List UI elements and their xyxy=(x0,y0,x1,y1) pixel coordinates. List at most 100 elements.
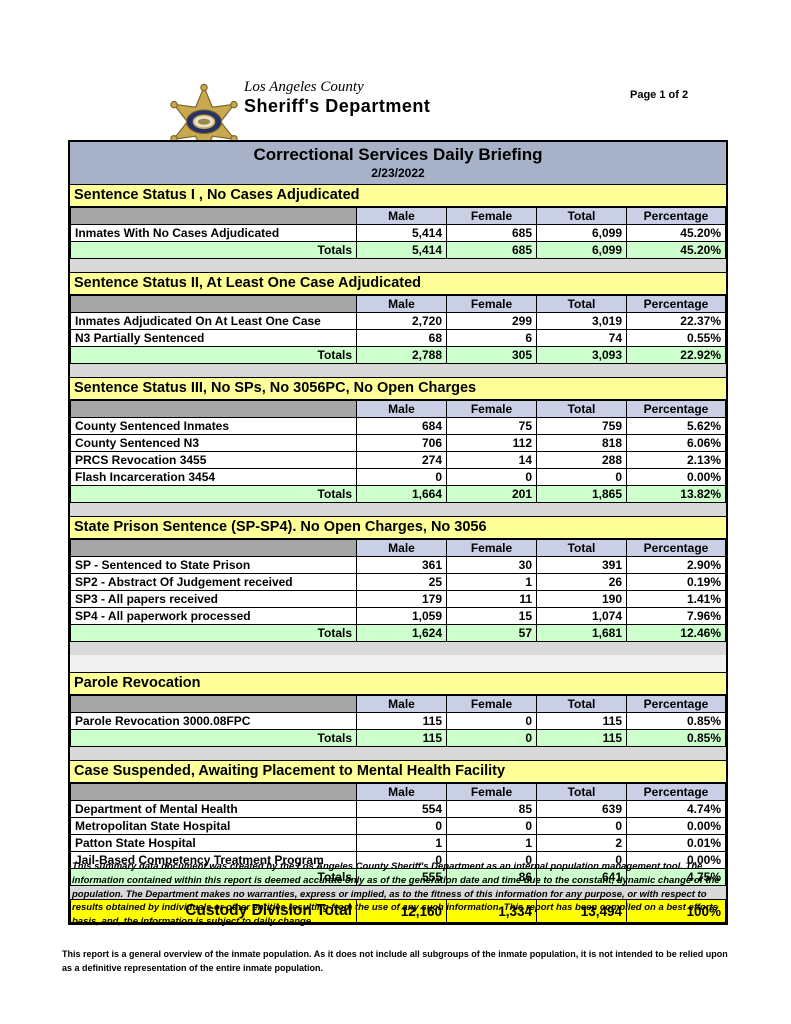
cell-female: 685 xyxy=(446,224,537,242)
column-header-row: Male Female Total Percentage xyxy=(70,783,726,801)
cell-female: 75 xyxy=(446,417,537,435)
column-header-female: Female xyxy=(446,295,537,313)
cell-female: 11 xyxy=(446,590,537,608)
column-header-row: Male Female Total Percentage xyxy=(70,400,726,418)
column-header-percentage: Percentage xyxy=(626,539,726,557)
column-header-percentage: Percentage xyxy=(626,783,726,801)
cell-female: 85 xyxy=(446,800,537,818)
column-header-female: Female xyxy=(446,783,537,801)
page-header: Los Angeles County Sheriff's Department … xyxy=(0,0,791,163)
cell-percentage: 1.41% xyxy=(626,590,726,608)
cell-percentage: 6.06% xyxy=(626,434,726,452)
totals-row: Totals 5,414 685 6,099 45.20% xyxy=(70,241,726,259)
report-title: Correctional Services Daily Briefing xyxy=(253,145,543,164)
cell-male: 115 xyxy=(356,712,447,730)
cell-percentage: 0.01% xyxy=(626,834,726,852)
totals-label: Totals xyxy=(70,624,357,642)
cell-male: 1 xyxy=(356,834,447,852)
table-row: SP - Sentenced to State Prison 361 30 39… xyxy=(70,556,726,574)
column-header-total: Total xyxy=(536,400,627,418)
table-row: Metropolitan State Hospital 0 0 0 0.00% xyxy=(70,817,726,835)
totals-total: 6,099 xyxy=(536,241,627,259)
agency-name: Los Angeles County Sheriff's Department xyxy=(244,79,431,116)
blank-header-cell xyxy=(70,783,357,801)
totals-male: 2,788 xyxy=(356,346,447,364)
cell-total: 115 xyxy=(536,712,627,730)
column-header-total: Total xyxy=(536,695,627,713)
row-label: County Sentenced N3 xyxy=(70,434,357,452)
row-label: County Sentenced Inmates xyxy=(70,417,357,435)
section-divider xyxy=(70,642,726,655)
totals-female: 201 xyxy=(446,485,537,503)
row-label: SP - Sentenced to State Prison xyxy=(70,556,357,574)
totals-total: 641 xyxy=(536,868,627,886)
cell-total: 3,019 xyxy=(536,312,627,330)
cell-percentage: 7.96% xyxy=(626,607,726,625)
cell-male: 1,059 xyxy=(356,607,447,625)
cell-percentage: 2.90% xyxy=(626,556,726,574)
totals-percentage: 12.46% xyxy=(626,624,726,642)
cell-total: 1,074 xyxy=(536,607,627,625)
blank-header-cell xyxy=(70,539,357,557)
column-header-percentage: Percentage xyxy=(626,695,726,713)
row-label: Metropolitan State Hospital xyxy=(70,817,357,835)
cell-percentage: 0.85% xyxy=(626,712,726,730)
section-divider xyxy=(70,886,726,899)
grand-total-male: 12,160 xyxy=(356,899,447,923)
totals-label: Totals xyxy=(70,241,357,259)
row-label: Flash Incarceration 3454 xyxy=(70,468,357,486)
column-header-row: Male Female Total Percentage xyxy=(70,695,726,713)
cell-male: 361 xyxy=(356,556,447,574)
column-header-total: Total xyxy=(536,783,627,801)
cell-percentage: 4.74% xyxy=(626,800,726,818)
table-row: Department of Mental Health 554 85 639 4… xyxy=(70,800,726,818)
cell-female: 0 xyxy=(446,851,537,869)
table-row: SP2 - Abstract Of Judgement received 25 … xyxy=(70,573,726,591)
grand-total-female: 1,334 xyxy=(446,899,537,923)
cell-male: 2,720 xyxy=(356,312,447,330)
totals-female: 57 xyxy=(446,624,537,642)
section-title-sentence-status-2: Sentence Status II, At Least One Case Ad… xyxy=(70,273,726,295)
agency-department-label: Sheriff's Department xyxy=(244,95,431,116)
cell-female: 14 xyxy=(446,451,537,469)
cell-male: 5,414 xyxy=(356,224,447,242)
cell-percentage: 45.20% xyxy=(626,224,726,242)
agency-county-label: Los Angeles County xyxy=(244,79,364,95)
overview-footnote: This report is a general overview of the… xyxy=(62,949,728,973)
cell-total: 0 xyxy=(536,468,627,486)
totals-percentage: 13.82% xyxy=(626,485,726,503)
table-row: County Sentenced N3 706 112 818 6.06% xyxy=(70,434,726,452)
cell-total: 818 xyxy=(536,434,627,452)
table-row: Parole Revocation 3000.08FPC 115 0 115 0… xyxy=(70,712,726,730)
disclaimer-footnote: This summary data document was created b… xyxy=(72,861,720,928)
table-row: Jail-Based Competency Treatment Program … xyxy=(70,851,726,869)
row-label: SP4 - All paperwork processed xyxy=(70,607,357,625)
totals-percentage: 4.75% xyxy=(626,868,726,886)
cell-total: 2 xyxy=(536,834,627,852)
cell-male: 554 xyxy=(356,800,447,818)
column-header-row: Male Female Total Percentage xyxy=(70,295,726,313)
cell-male: 0 xyxy=(356,468,447,486)
section-divider xyxy=(70,747,726,761)
row-label: Parole Revocation 3000.08FPC xyxy=(70,712,357,730)
table-row: Flash Incarceration 3454 0 0 0 0.00% xyxy=(70,468,726,486)
section-divider xyxy=(70,503,726,517)
row-label: Jail-Based Competency Treatment Program xyxy=(70,851,357,869)
totals-total: 115 xyxy=(536,729,627,747)
blank-header-cell xyxy=(70,695,357,713)
cell-female: 15 xyxy=(446,607,537,625)
totals-label: Totals xyxy=(70,346,357,364)
totals-male: 115 xyxy=(356,729,447,747)
totals-male: 1,664 xyxy=(356,485,447,503)
totals-total: 1,681 xyxy=(536,624,627,642)
column-header-total: Total xyxy=(536,539,627,557)
cell-total: 391 xyxy=(536,556,627,574)
row-label: SP2 - Abstract Of Judgement received xyxy=(70,573,357,591)
table-row: Patton State Hospital 1 1 2 0.01% xyxy=(70,834,726,852)
column-header-male: Male xyxy=(356,207,447,225)
column-header-male: Male xyxy=(356,783,447,801)
totals-row: Totals 115 0 115 0.85% xyxy=(70,729,726,747)
totals-male: 1,624 xyxy=(356,624,447,642)
cell-female: 1 xyxy=(446,834,537,852)
table-row: SP3 - All papers received 179 11 190 1.4… xyxy=(70,590,726,608)
